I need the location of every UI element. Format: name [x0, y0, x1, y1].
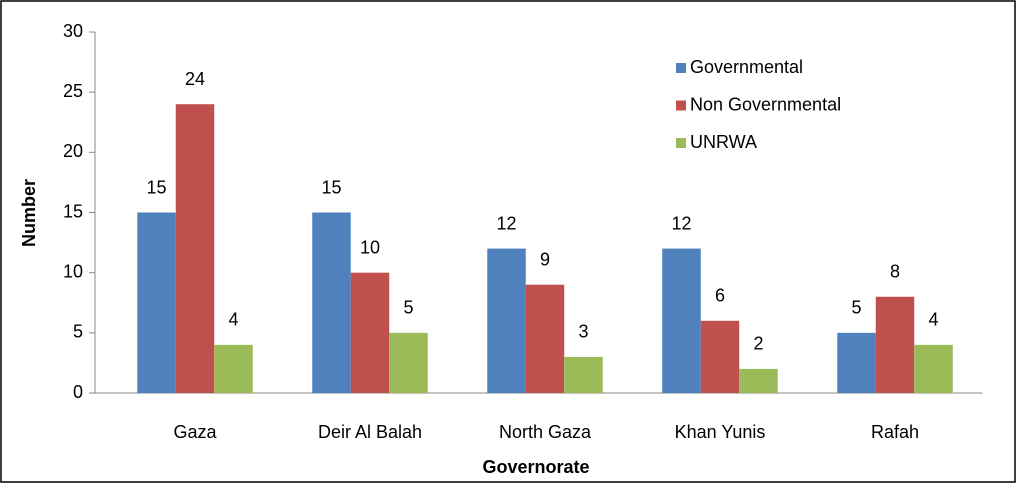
- bar: [312, 212, 351, 393]
- legend-label: UNRWA: [690, 132, 757, 152]
- data-label: 6: [715, 286, 725, 306]
- bar: [739, 368, 778, 393]
- y-tick-label: 0: [73, 382, 83, 402]
- data-label: 4: [928, 310, 938, 330]
- y-axis-title: Number: [19, 179, 39, 247]
- bar: [487, 248, 526, 393]
- y-tick-label: 5: [73, 322, 83, 342]
- data-label: 10: [360, 237, 380, 257]
- bar: [914, 344, 953, 393]
- y-tick-label: 25: [63, 81, 83, 101]
- bar: [564, 356, 603, 393]
- x-tick-label: Khan Yunis: [675, 422, 766, 442]
- data-label: 12: [496, 213, 516, 233]
- legend-label: Non Governmental: [690, 94, 841, 114]
- x-tick-label: Deir Al Balah: [318, 422, 422, 442]
- data-label: 8: [890, 261, 900, 281]
- y-tick-label: 20: [63, 141, 83, 161]
- x-axis-title: Governorate: [482, 457, 589, 477]
- data-label: 9: [540, 249, 550, 269]
- data-label: 2: [753, 334, 763, 354]
- legend-label: Governmental: [690, 57, 803, 77]
- legend-swatch: [676, 100, 686, 111]
- x-tick-label: Gaza: [173, 422, 217, 442]
- x-tick-label: Rafah: [871, 422, 919, 442]
- legend-swatch: [676, 138, 686, 148]
- y-tick-label: 15: [63, 201, 83, 221]
- bar: [137, 212, 176, 393]
- data-label: 5: [851, 298, 861, 318]
- bar: [662, 248, 701, 393]
- y-tick-label: 10: [63, 261, 83, 281]
- data-label: 15: [146, 177, 166, 197]
- data-label: 5: [403, 298, 413, 318]
- bar: [350, 272, 390, 393]
- legend-swatch: [676, 63, 686, 73]
- bar: [525, 284, 565, 393]
- x-tick-label: North Gaza: [499, 422, 592, 442]
- data-label: 4: [228, 310, 238, 330]
- bar: [175, 104, 215, 393]
- bar: [214, 344, 253, 393]
- y-tick-label: 30: [63, 21, 83, 41]
- bar: [837, 332, 876, 393]
- data-label: 24: [185, 69, 205, 89]
- data-label: 15: [321, 177, 341, 197]
- data-label: 12: [671, 213, 691, 233]
- bar: [700, 320, 740, 393]
- bar: [389, 332, 428, 393]
- bar: [875, 296, 915, 393]
- data-label: 3: [578, 322, 588, 342]
